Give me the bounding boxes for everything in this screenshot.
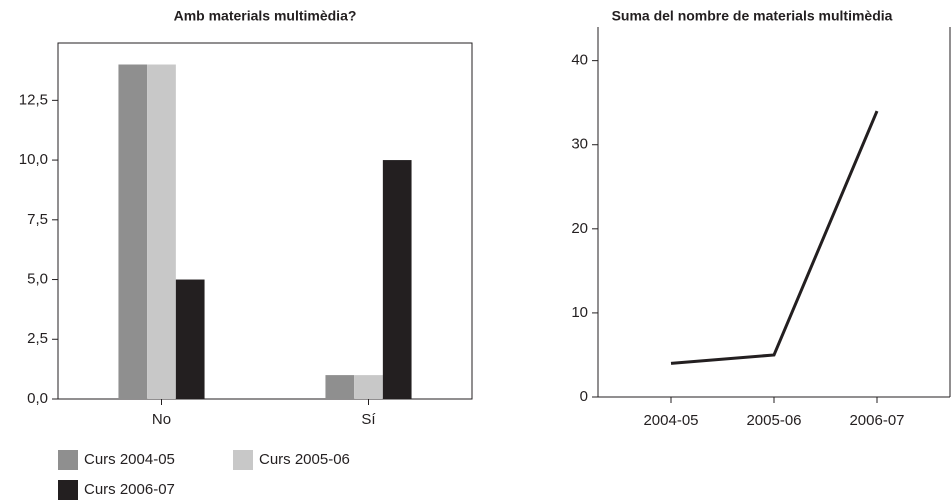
legend-swatch xyxy=(58,450,78,470)
legend-label: Curs 2005-06 xyxy=(259,451,350,468)
legend-swatch xyxy=(233,450,253,470)
y-tick-label: 20 xyxy=(571,220,588,237)
x-tick-label: Sí xyxy=(361,411,376,428)
y-tick-label: 0 xyxy=(580,388,588,405)
y-tick-label: 40 xyxy=(571,52,588,69)
y-tick-label: 7,5 xyxy=(27,211,48,228)
bar xyxy=(325,375,355,399)
bar xyxy=(382,160,412,399)
y-tick-label: 10 xyxy=(571,304,588,321)
bar xyxy=(175,279,205,399)
y-tick-label: 12,5 xyxy=(19,91,48,108)
legend-label: Curs 2004-05 xyxy=(84,451,175,468)
y-tick-label: 30 xyxy=(571,136,588,153)
y-tick-label: 5,0 xyxy=(27,271,48,288)
chart-title: Amb materials multimèdia? xyxy=(174,8,357,24)
y-tick-label: 10,0 xyxy=(19,151,48,168)
x-tick-label: 2006-07 xyxy=(849,412,904,429)
chart-title: Suma del nombre de materials multimèdia xyxy=(612,8,893,24)
y-tick-label: 0,0 xyxy=(27,390,48,407)
plot-frame xyxy=(57,42,473,400)
legend-label: Curs 2006-07 xyxy=(84,481,175,498)
bar xyxy=(354,375,383,399)
x-tick-label: No xyxy=(152,411,171,428)
line xyxy=(670,110,879,365)
legend-swatch xyxy=(58,480,78,500)
bar xyxy=(118,64,148,399)
y-tick-label: 2,5 xyxy=(27,330,48,347)
x-tick-label: 2004-05 xyxy=(643,412,698,429)
x-tick-label: 2005-06 xyxy=(746,412,801,429)
bar xyxy=(147,64,176,399)
